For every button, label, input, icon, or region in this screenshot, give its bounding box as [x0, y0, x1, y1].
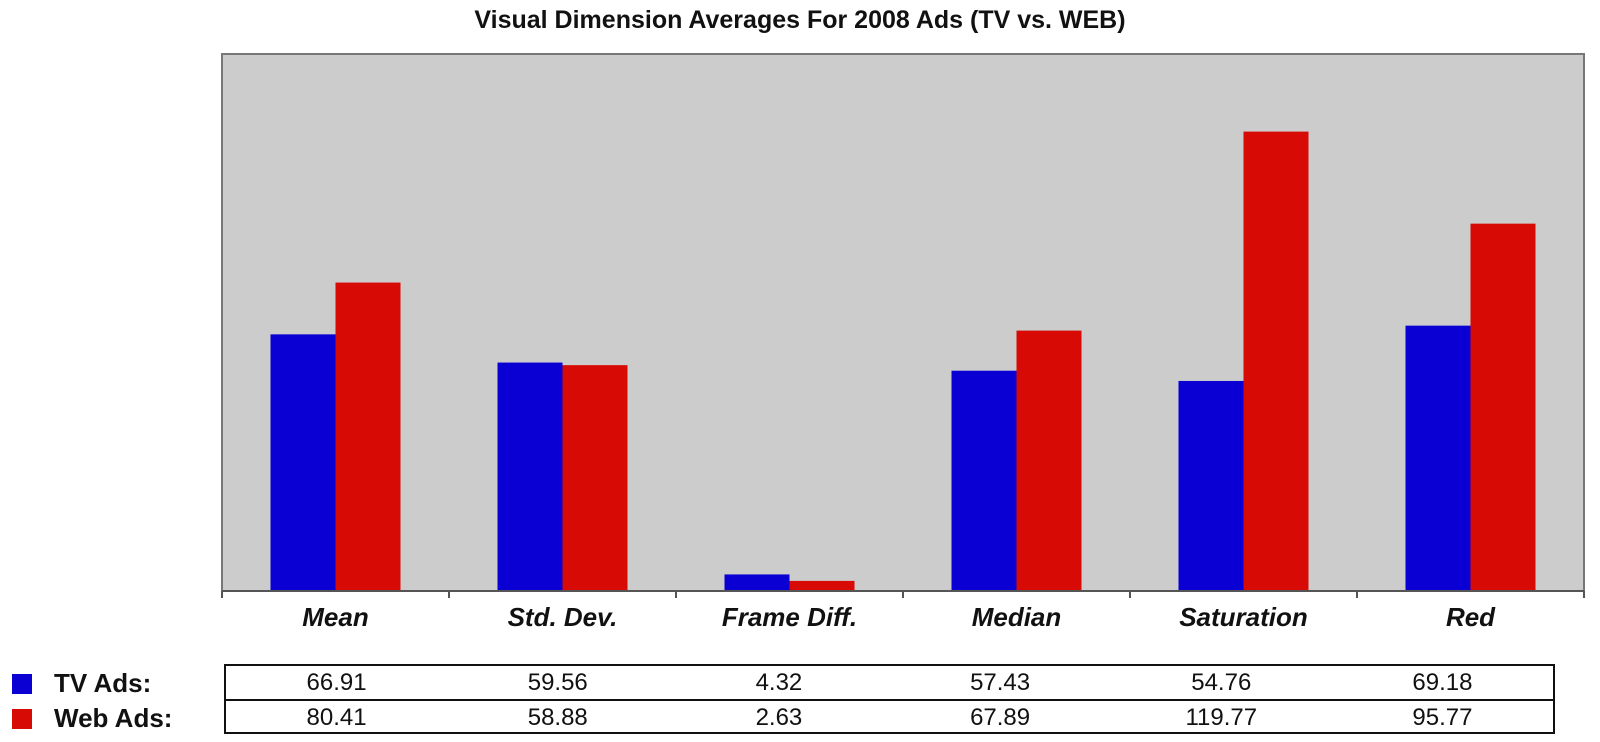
bar-web-saturation: [1243, 131, 1309, 591]
legend-label-web: Web Ads:: [54, 703, 173, 733]
category-label: Frame Diff.: [722, 602, 857, 632]
bar-web-mean: [335, 282, 401, 591]
table-row-web: 80.41 58.88 2.63 67.89 119.77 95.77: [226, 699, 1553, 734]
bar-tv-mean: [270, 334, 336, 591]
legend-swatch-web: [12, 708, 32, 729]
table-cell: 119.77: [1185, 704, 1258, 731]
legend-label-tv: TV Ads:: [54, 668, 152, 698]
bars-group: [270, 131, 1536, 592]
bar-web-std-dev: [562, 365, 628, 591]
bar-tv-frame-diff: [724, 574, 790, 591]
plot-area: [221, 53, 1585, 592]
table-cell: 95.77: [1412, 704, 1473, 731]
table-row-tv: 66.91 59.56 4.32 57.43 54.76 69.18: [226, 666, 1553, 699]
bar-tv-saturation: [1178, 380, 1244, 591]
table-cell: 59.56: [527, 669, 588, 696]
bar-tv-red: [1405, 325, 1471, 591]
table-cell: 67.89: [970, 704, 1031, 731]
bar-chart: Mean Std. Dev. Frame Diff. Median Saturation…: [221, 53, 1585, 632]
x-axis: [221, 590, 1585, 598]
legend-item-tv: TV Ads:: [12, 668, 151, 699]
category-label: Mean: [302, 602, 368, 632]
bar-web-red: [1470, 223, 1536, 592]
category-labels: Mean Std. Dev. Frame Diff. Median Saturation…: [302, 602, 1496, 632]
table-cell: 66.91: [306, 669, 367, 696]
bar-web-frame-diff: [789, 580, 855, 591]
chart-title: Visual Dimension Averages For 2008 Ads (…: [474, 6, 1126, 34]
table-cell: 57.43: [970, 669, 1031, 696]
table-cell: 54.76: [1191, 669, 1252, 696]
category-label: Median: [972, 602, 1062, 632]
data-table: 66.91 59.56 4.32 57.43 54.76 69.18 80.41…: [224, 664, 1555, 734]
table-cell: 58.88: [527, 704, 588, 731]
table-cell: 80.41: [306, 704, 367, 731]
category-label: Red: [1446, 602, 1496, 632]
legend-item-web: Web Ads:: [12, 703, 172, 734]
category-label: Saturation: [1179, 602, 1308, 632]
legend-swatch-tv: [12, 673, 32, 694]
table-cell: 2.63: [755, 704, 803, 731]
category-label: Std. Dev.: [508, 602, 618, 632]
bar-web-median: [1016, 330, 1082, 591]
bar-tv-median: [951, 370, 1017, 591]
table-cell: 69.18: [1412, 669, 1473, 696]
bar-tv-std-dev: [497, 362, 563, 591]
table-cell: 4.32: [755, 669, 803, 696]
